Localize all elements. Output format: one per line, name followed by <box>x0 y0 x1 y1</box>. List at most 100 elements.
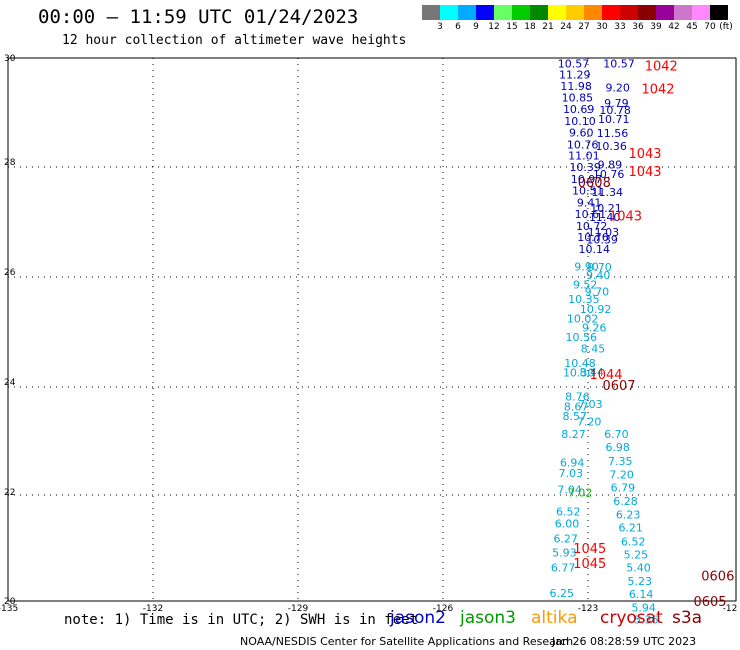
swh-value-label: 11.34 <box>592 186 624 199</box>
swh-value-label: 10.10 <box>564 115 596 128</box>
scale-tick-label: 21 <box>542 22 554 32</box>
scale-tick-label: 30 <box>596 22 608 32</box>
swh-value-label: 6.98 <box>605 441 630 454</box>
swh-value-label: 10.30 <box>563 366 595 379</box>
swh-value-label: 8.45 <box>581 343 606 356</box>
swh-value-label: 9.79 <box>604 97 629 110</box>
swh-value-label: 9.52 <box>573 278 598 291</box>
y-tick-label: 30 <box>4 54 16 64</box>
swh-value-label: 10.76 <box>593 168 625 181</box>
swh-value-label: 8.57 <box>563 410 588 423</box>
scale-swatch <box>422 5 440 20</box>
swh-value-label: 5.25 <box>624 548 649 561</box>
swh-value-label: 5.93 <box>552 547 577 560</box>
swh-value-label: 6.52 <box>556 505 581 518</box>
swh-value-label: 5.23 <box>628 575 653 588</box>
x-tick-label: -135 <box>0 604 18 614</box>
scale-swatch <box>440 5 458 20</box>
scale-swatch <box>512 5 530 20</box>
scale-swatch <box>710 5 728 20</box>
note-text: note: 1) Time is in UTC; 2) SWH is in fe… <box>64 612 419 628</box>
scale-tick-label: 39 <box>650 22 662 32</box>
legend-s3a: s3a <box>672 608 703 628</box>
swh-value-label: 8.76 <box>565 390 590 403</box>
scale-swatch <box>548 5 566 20</box>
scale-tick-label: 27 <box>578 22 590 32</box>
credit-text: NOAA/NESDIS Center for Satellite Applica… <box>240 635 574 648</box>
swh-value-label: 10.69 <box>563 103 595 116</box>
scale-swatch <box>674 5 692 20</box>
swh-value-label: 8.67 <box>564 401 589 414</box>
y-tick-label: 24 <box>4 378 16 388</box>
y-tick-label: 26 <box>4 268 16 278</box>
pass-time-label: 1045 <box>573 542 606 557</box>
swh-value-label: 6.28 <box>613 495 638 508</box>
scale-swatch <box>584 5 602 20</box>
pass-time-label: 0608 <box>578 176 611 191</box>
scale-swatch <box>458 5 476 20</box>
swh-value-label: 5.94 <box>631 602 656 615</box>
swh-value-label: 6.23 <box>616 509 641 522</box>
swh-value-label: 10.78 <box>599 104 631 117</box>
swh-value-label: 10.02 <box>567 313 599 326</box>
pass-time-label: 1042 <box>645 60 678 75</box>
swh-value-label: 5.40 <box>626 561 651 574</box>
scale-tick-label: 18 <box>524 22 536 32</box>
scale-swatch <box>602 5 620 20</box>
swh-value-label: 11.40 <box>589 211 621 224</box>
swh-value-label: 9.20 <box>605 81 630 94</box>
swh-value-label: 6.21 <box>618 522 643 535</box>
swh-value-label: 10.36 <box>595 140 627 153</box>
scale-swatch <box>530 5 548 20</box>
scale-tick-label: 3 <box>437 22 443 32</box>
swh-value-label: 10.72 <box>576 220 608 233</box>
swh-value-label: 10.14 <box>579 243 611 256</box>
swh-value-label: 7.35 <box>608 455 633 468</box>
scale-tick-label: 12 <box>488 22 500 32</box>
y-tick-label: 20 <box>4 597 16 607</box>
pass-time-label: 1044 <box>589 368 622 383</box>
scale-swatch <box>476 5 494 20</box>
swh-value-label: 6.79 <box>611 482 636 495</box>
swh-value-label: 8.27 <box>561 428 586 441</box>
x-tick-label: -129 <box>288 604 309 614</box>
swh-value-label: 10.76 <box>567 138 599 151</box>
swh-value-label: 5.36 <box>634 613 659 626</box>
swh-value-label: 9.26 <box>582 321 607 334</box>
scale-swatch <box>638 5 656 20</box>
swh-value-label: 10.76 <box>577 231 609 244</box>
plot-frame <box>7 57 737 602</box>
swh-value-label: 11.29 <box>559 68 591 81</box>
x-tick-label: -123 <box>578 604 598 614</box>
page-title: 00:00 – 11:59 UTC 01/24/2023 <box>38 6 359 28</box>
swh-value-label: 9.90 <box>574 261 599 274</box>
timestamp: Jan 26 08:28:59 UTC 2023 <box>552 635 697 648</box>
scale-swatch <box>494 5 512 20</box>
swh-value-label: 10.71 <box>598 113 630 126</box>
swh-value-label: 11.03 <box>588 226 620 239</box>
swh-value-label: 10.39 <box>586 233 618 246</box>
swh-value-label: 6.14 <box>629 588 654 601</box>
swh-value-label: 6.00 <box>555 517 580 530</box>
pass-time-label: 0605 <box>693 595 726 610</box>
pass-time-label: 1045 <box>573 557 606 572</box>
scale-tick-label: 70 <box>704 22 716 32</box>
scale-swatch <box>620 5 638 20</box>
pass-time-label: 1042 <box>641 82 674 97</box>
swh-value-label: 10.57 <box>603 57 635 70</box>
legend-altika: altika <box>531 608 578 628</box>
swh-value-label: 7.20 <box>577 415 602 428</box>
swh-value-label: 7.02 <box>568 486 593 499</box>
legend-jason3: jason3 <box>460 608 516 628</box>
swh-value-label: 11.98 <box>560 80 592 93</box>
swh-value-label: 6.94 <box>560 457 585 470</box>
swh-value-label: 7.04 <box>557 484 582 497</box>
legend-jason2: jason2 <box>390 608 446 628</box>
pass-time-label: 1043 <box>628 147 661 162</box>
pass-time-label: 0606 <box>701 569 734 584</box>
swh-value-label: 10.48 <box>564 357 596 370</box>
swh-value-label: 10.39 <box>569 161 601 174</box>
swh-value-label: 7.03 <box>559 467 584 480</box>
scale-tick-label: 33 <box>614 22 626 32</box>
scale-swatch <box>656 5 674 20</box>
